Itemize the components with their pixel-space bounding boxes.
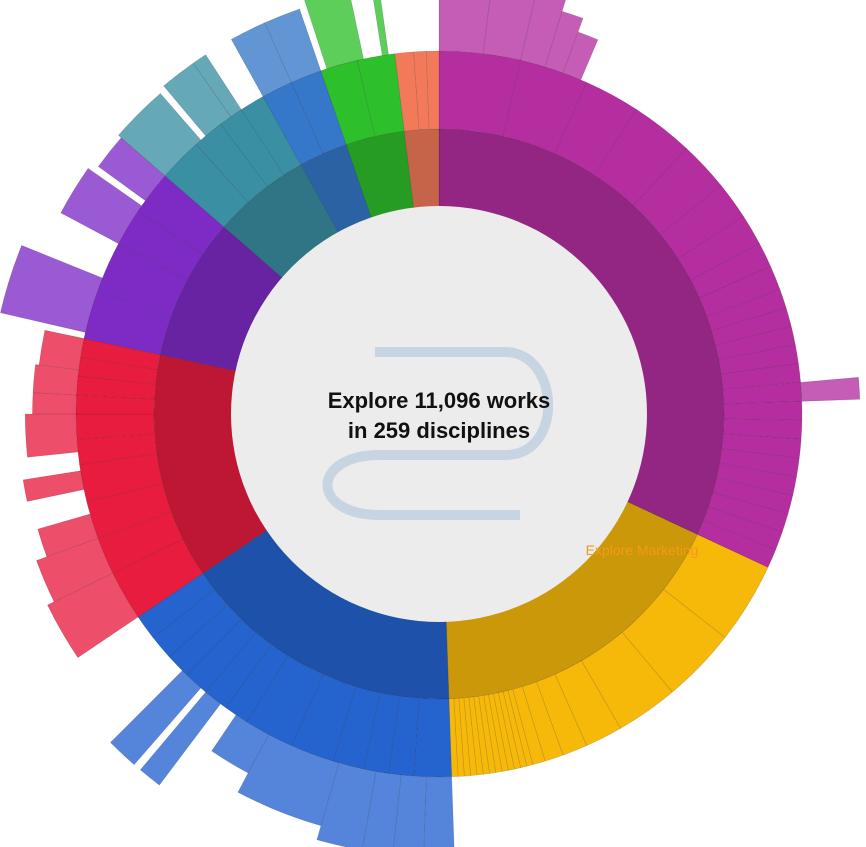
sunburst-arc-magenta-mid-0[interactable]: [438, 50, 522, 137]
sunburst-arc-magenta-mid-14[interactable]: [722, 382, 803, 405]
sunburst-arc-gold-mid-10[interactable]: [493, 692, 515, 771]
sunburst-arc-purple-mid-1[interactable]: [97, 243, 188, 317]
sunburst-arc-blue-mid-1[interactable]: [388, 695, 420, 777]
sunburst-arc-gold-mid-9[interactable]: [497, 691, 522, 770]
sunburst-arc-magenta-mid-2[interactable]: [554, 81, 638, 176]
sunburst-arc-green-mid-0[interactable]: [320, 59, 376, 145]
sunburst-arc-red-mid-2[interactable]: [86, 482, 172, 539]
sunburst-arc-salmon-mid-0[interactable]: [394, 51, 420, 132]
sunburst-arc-teal-outer-1[interactable]: [163, 62, 232, 137]
sunburst-arc-blue-outer-5[interactable]: [211, 714, 269, 774]
sunburst-arc-red-outer-0[interactable]: [47, 572, 139, 659]
sunburst-arc-magenta-mid-11[interactable]: [715, 325, 796, 360]
sunburst-arc-green-mid-1[interactable]: [356, 53, 405, 137]
sunburst-arc-blue-mid-9[interactable]: [168, 604, 242, 676]
sunburst-arc-red-outer-3[interactable]: [22, 470, 85, 502]
sunburst-arc-gold-mid-4[interactable]: [536, 673, 588, 756]
sunburst-arc-gold-mid-14[interactable]: [473, 695, 490, 775]
sunburst-arc-red-outer-2[interactable]: [37, 513, 99, 558]
sunburst-arc-gold-mid-8[interactable]: [502, 690, 528, 769]
sunburst-arc-red-mid-1[interactable]: [97, 511, 184, 574]
sunburst-arc-red-outer-5[interactable]: [32, 392, 77, 415]
sunburst-arc-gold-mid-18[interactable]: [453, 697, 465, 777]
sunburst-arc-green-outer-1[interactable]: [370, 0, 389, 56]
center-disc[interactable]: [231, 206, 647, 622]
sunburst-arc-purple-outer-0[interactable]: [0, 244, 103, 333]
sunburst-arc-blue-outer-7[interactable]: [110, 670, 202, 766]
sunburst-arc-salmon-mid-1[interactable]: [413, 50, 430, 131]
sunburst-arc-teal-mid-2[interactable]: [220, 109, 285, 187]
sunburst-arc-gold-mid-13[interactable]: [478, 695, 497, 774]
sunburst-arc-purple-mid-0[interactable]: [83, 289, 172, 356]
sunburst-arc-magenta-outer-1[interactable]: [482, 0, 538, 61]
sunburst-arc-magenta-mid-12[interactable]: [718, 344, 799, 375]
sunburst-arc-gold-mid-5[interactable]: [521, 681, 564, 762]
sunburst-arc-red-outer-4[interactable]: [24, 413, 79, 458]
sunburst-arc-blue-mid-0[interactable]: [413, 697, 452, 778]
sunburst-arc-purple-mid-2[interactable]: [118, 210, 204, 281]
sunburst-arc-magenta-outer-3[interactable]: [544, 10, 584, 74]
sunburst-arc-teal-mid-0[interactable]: [164, 143, 249, 228]
sunburst-arc-magenta-mid-10[interactable]: [711, 307, 792, 346]
center-title-line1: Explore 11,096 works: [328, 388, 551, 413]
sunburst-arc-teal-outer-0[interactable]: [118, 93, 202, 177]
sunburst-arc-magenta-mid-9[interactable]: [706, 289, 787, 332]
sunburst-arc-blue-mid-10[interactable]: [152, 589, 228, 658]
sunburst-arc-purple-outer-2[interactable]: [97, 137, 166, 202]
sunburst-arc-red-mid-3[interactable]: [79, 453, 163, 503]
sunburst-arc-green-outer-0[interactable]: [302, 0, 364, 70]
sunburst-arc-gold-mid-3[interactable]: [554, 660, 621, 747]
sunburst-arc-magenta-mid-5[interactable]: [660, 185, 744, 260]
sunburst-arc-blue-mid-5[interactable]: [246, 655, 324, 747]
sunburst-arc-gold-mid-11[interactable]: [488, 693, 509, 772]
sunburst-arc-red-mid-6[interactable]: [75, 394, 155, 415]
sunburst-arc-red-outer-1[interactable]: [36, 537, 114, 603]
sunburst-arc-steel-outer-0[interactable]: [230, 22, 292, 97]
sunburst-arc-red-mid-0[interactable]: [112, 538, 204, 618]
sunburst-arc-gold-mid-2[interactable]: [581, 631, 673, 729]
sunburst-arc-magenta-mid-6[interactable]: [677, 215, 760, 281]
sunburst-arc-blue-mid-7[interactable]: [205, 631, 272, 709]
sunburst-arc-steel-mid-0[interactable]: [262, 81, 324, 166]
sunburst-arc-magenta-mid-19[interactable]: [716, 463, 797, 497]
hover-label: Explore Marketing: [586, 542, 699, 558]
sunburst-arc-magenta-outer-4[interactable]: [562, 31, 599, 81]
sunburst-arc-magenta-mid-22[interactable]: [702, 506, 783, 551]
center-title-line2: in 259 disciplines: [348, 418, 530, 443]
sunburst-arc-gold-mid-15[interactable]: [468, 696, 484, 776]
sunburst-arc-blue-outer-2[interactable]: [360, 771, 402, 847]
sunburst-arc-purple-outer-1[interactable]: [60, 167, 143, 244]
sunburst-arc-blue-outer-0[interactable]: [423, 776, 455, 847]
sunburst-arc-red-mid-4[interactable]: [76, 433, 158, 465]
sunburst-arc-red-outer-7[interactable]: [38, 329, 85, 371]
sunburst-arc-blue-outer-1[interactable]: [392, 774, 427, 847]
sunburst-arc-magenta-mid-7[interactable]: [690, 243, 772, 299]
sunburst-arc-teal-mid-3[interactable]: [240, 96, 302, 176]
sunburst-arc-gold-mid-17[interactable]: [458, 697, 471, 777]
sunburst-arc-gold-mid-7[interactable]: [507, 688, 534, 767]
sunburst-arc-magenta-mid-15[interactable]: [723, 401, 803, 421]
sunburst-arc-magenta-outer-5[interactable]: [800, 376, 861, 402]
sunburst-arc-gold-mid-12[interactable]: [483, 694, 503, 773]
sunburst-arc-teal-mid-1[interactable]: [195, 123, 268, 203]
sunburst-arc-blue-mid-4[interactable]: [290, 673, 357, 762]
sunburst-arc-salmon-mid-2[interactable]: [426, 50, 440, 130]
paperclip-logo-icon: [322, 347, 554, 520]
sunburst-arc-blue-outer-6[interactable]: [139, 691, 221, 786]
sunburst-arc-magenta-mid-13[interactable]: [720, 363, 801, 390]
sunburst-arc-magenta-mid-1[interactable]: [502, 59, 588, 155]
sunburst-arc-gold-mid-16[interactable]: [463, 697, 478, 776]
sunburst-arc-magenta-mid-23[interactable]: [696, 520, 776, 568]
sunburst-arc-teal-outer-2[interactable]: [192, 54, 242, 118]
sunburst-arc-blue-outer-4[interactable]: [237, 734, 340, 827]
sunburst-arc-blue-mid-2[interactable]: [363, 692, 400, 774]
sunburst-arc-blue-outer-3[interactable]: [316, 762, 377, 847]
sunburst-arc-magenta-mid-8[interactable]: [698, 265, 781, 317]
